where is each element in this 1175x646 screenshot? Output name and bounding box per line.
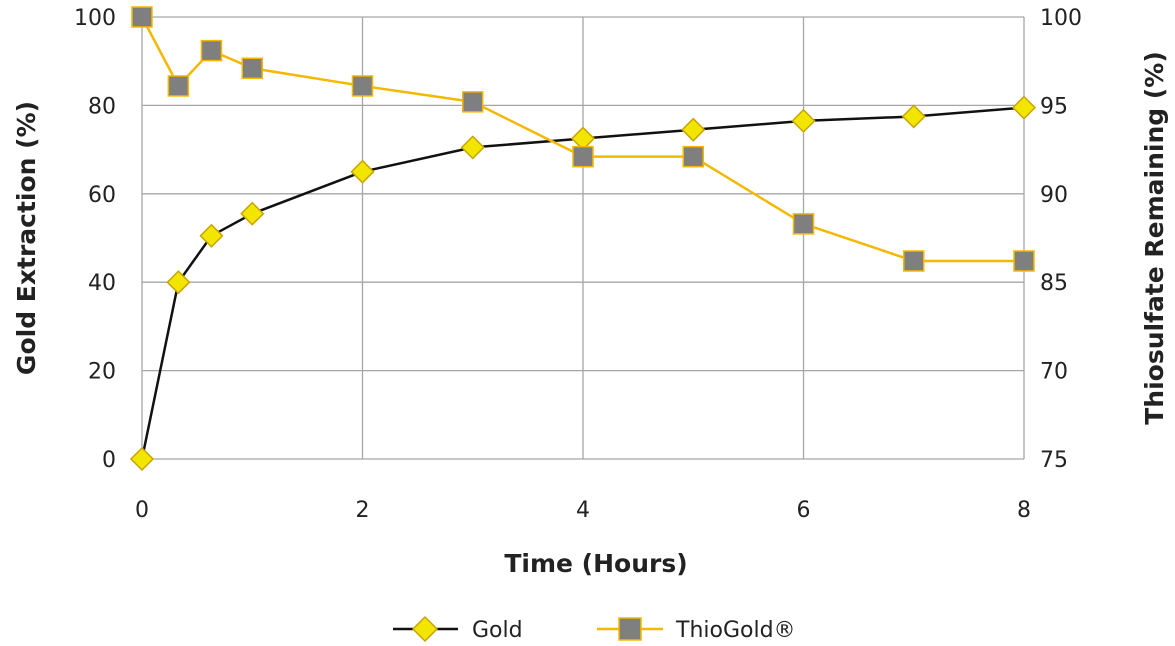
data-point-gold	[240, 201, 265, 226]
data-point-thiogold	[351, 75, 374, 97]
left-axis-tick-label: 0	[102, 448, 116, 473]
data-point-thiogold	[241, 57, 263, 80]
data-point-thiogold	[572, 145, 594, 168]
data-point-gold	[681, 117, 706, 142]
x-axis-tick-label: 0	[135, 498, 149, 523]
data-point-gold	[1011, 95, 1037, 120]
right-axis-title: Thiosulfate Remaining (%)	[1140, 51, 1169, 425]
x-axis-tick-label: 2	[356, 498, 370, 523]
legend: Gold ThioGold®	[393, 615, 796, 643]
data-point-gold	[350, 159, 375, 184]
left-axis-tick-label: 40	[88, 271, 116, 296]
x-axis-title: Time (Hours)	[504, 549, 687, 578]
data-point-gold	[791, 108, 816, 133]
data-point-thiogold	[682, 145, 704, 168]
data-point-gold	[199, 223, 224, 248]
data-point-gold	[166, 270, 191, 295]
data-point-thiogold	[200, 39, 223, 62]
legend-item-thiogold: ThioGold®	[597, 617, 796, 643]
tick-labels: 0 75 20 70 40 85 60 90 80 95 100 100 0 2 4 6 8	[74, 6, 1082, 523]
data-point-gold	[901, 104, 926, 129]
left-axis-tick-label: 100	[74, 6, 116, 31]
data-point-thiogold	[792, 213, 815, 235]
right-axis-tick-label: 75	[1040, 448, 1068, 473]
left-axis-tick-label: 80	[88, 94, 116, 119]
data-point-thiogold	[167, 75, 190, 97]
left-axis-tick-label: 20	[88, 360, 116, 385]
series-layer	[129, 6, 1037, 472]
right-axis-tick-label: 95	[1040, 94, 1068, 119]
data-point-thiogold	[903, 250, 925, 272]
x-axis-tick-label: 6	[797, 498, 811, 523]
legend-item-gold: Gold	[393, 615, 523, 643]
legend-gold-diamond-icon	[411, 615, 439, 643]
data-point-thiogold	[131, 6, 153, 28]
legend-gold-label: Gold	[472, 618, 523, 643]
data-point-thiogold	[462, 91, 484, 113]
right-axis-tick-label: 90	[1040, 183, 1068, 208]
data-point-gold	[129, 446, 155, 472]
right-axis-tick-label: 100	[1040, 6, 1082, 31]
right-axis-tick-label: 70	[1040, 360, 1068, 385]
data-point-thiogold	[1013, 250, 1035, 272]
data-point-gold	[460, 135, 485, 160]
right-axis-tick-label: 85	[1040, 271, 1068, 296]
grid	[141, 16, 1025, 460]
left-axis-title: Gold Extraction (%)	[12, 101, 41, 375]
left-axis-tick-label: 60	[88, 183, 116, 208]
legend-thiogold-label: ThioGold®	[675, 618, 796, 643]
x-axis-tick-label: 8	[1017, 498, 1031, 523]
x-axis-tick-label: 4	[576, 498, 590, 523]
legend-thiogold-square-icon	[618, 617, 642, 641]
